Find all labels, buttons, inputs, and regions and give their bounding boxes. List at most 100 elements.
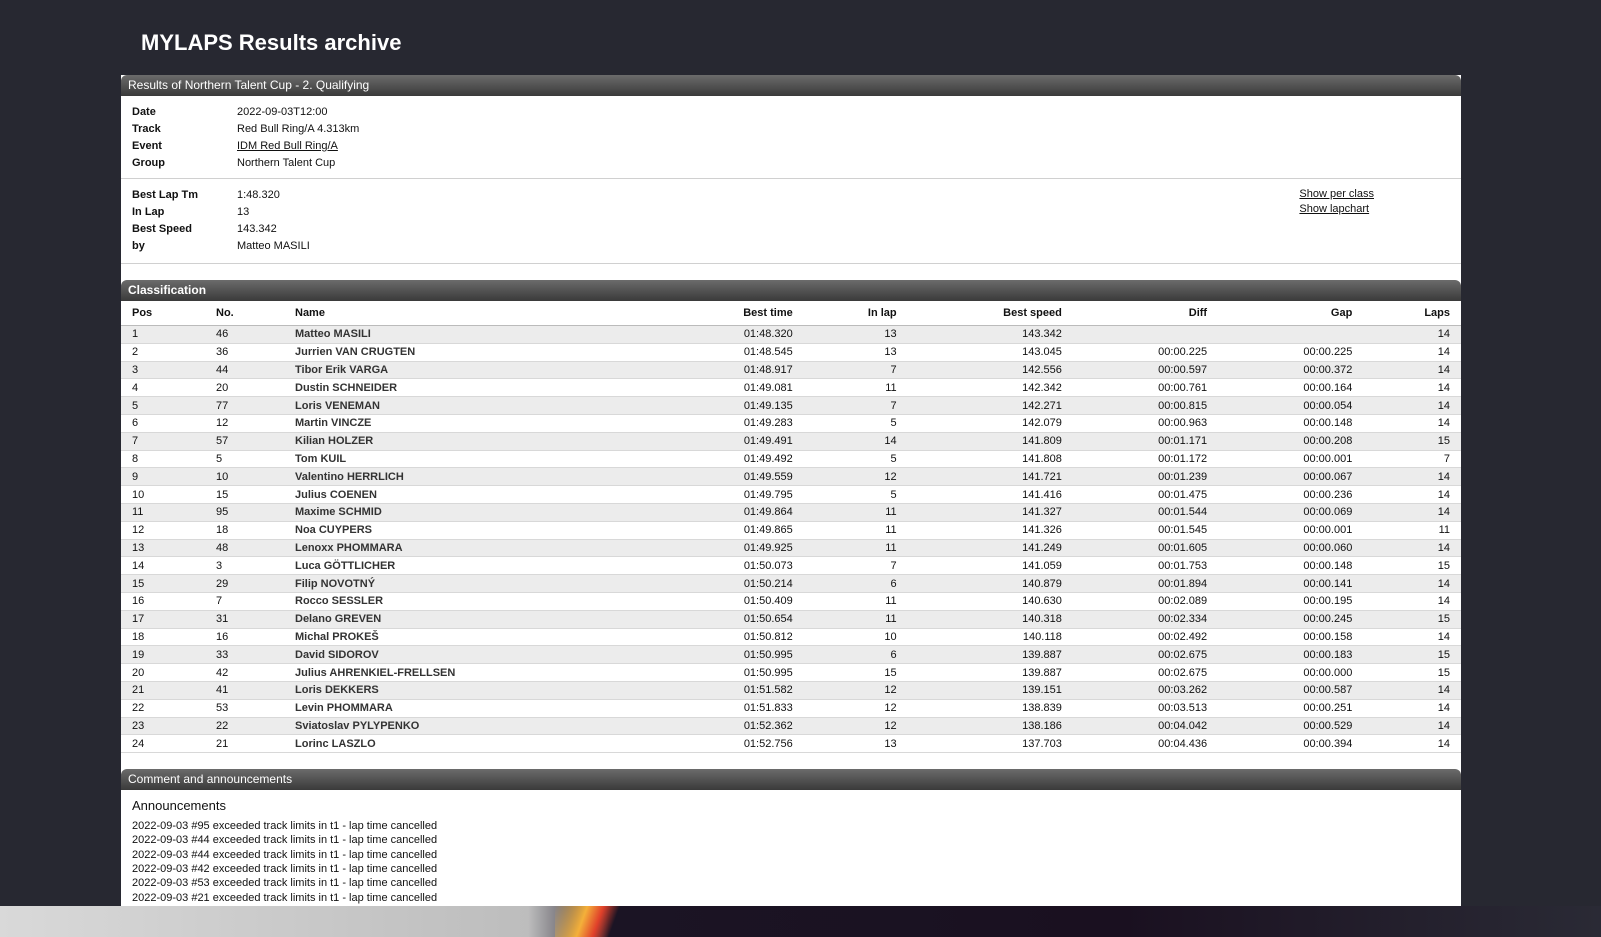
table-row: 17 31 Delano GREVEN 01:50.654 11 140.318 00:02…	[121, 610, 1461, 629]
table-cell: David SIDOROV	[284, 645, 658, 665]
table-cell: 10	[803, 628, 908, 647]
table-body: 1 46 Matteo MASILI 01:48.320 13 143.342 14 2 36 J…	[121, 325, 1461, 754]
announcement-item: 2022-09-03 #44 exceeded track limits in …	[132, 848, 438, 861]
table-cell: 16	[121, 592, 205, 611]
table-cell: 15	[1363, 556, 1461, 576]
table-cell: 01:49.795	[657, 485, 804, 504]
table-cell: 2	[121, 343, 205, 362]
table-cell: 00:01.545	[1072, 521, 1219, 540]
table-row: 10 15 Julius COENEN 01:49.795 5 141.416 00:01.…	[121, 485, 1461, 504]
table-cell: 13	[803, 734, 908, 754]
table-cell: 138.186	[907, 717, 1073, 736]
table-cell: 140.630	[907, 592, 1073, 611]
table-cell: 46	[205, 325, 284, 344]
table-cell: 01:49.081	[657, 378, 804, 398]
table-cell: 29	[205, 574, 284, 593]
show-lapchart-link[interactable]: Show lapchart	[1299, 203, 1370, 215]
table-cell: 00:00.587	[1218, 681, 1364, 700]
table-cell: 13	[803, 325, 908, 344]
table-cell: 7	[1363, 450, 1461, 469]
table-cell: 01:51.833	[657, 699, 804, 718]
table-cell: 140.118	[907, 628, 1073, 647]
table-cell: 15	[121, 574, 205, 593]
table-cell: 140.318	[907, 610, 1073, 629]
table-row: 23 22 Sviatoslav PYLYPENKO 01:52.362 12 138.1…	[121, 717, 1461, 736]
table-cell: 00:00.183	[1218, 645, 1364, 665]
table-cell: 8	[121, 450, 205, 469]
table-cell: 15	[1363, 645, 1461, 665]
table-cell: 00:01.753	[1072, 556, 1219, 576]
table-cell: 143.342	[907, 325, 1073, 344]
table-cell: 00:00.054	[1218, 396, 1364, 415]
table-cell: Loris VENEMAN	[284, 396, 658, 415]
table-cell: 141.721	[907, 467, 1073, 487]
column-header: Pos	[121, 301, 205, 326]
results-header: Results of Northern Talent Cup - 2. Qual…	[121, 75, 1461, 96]
best-lap-value: 1:48.320	[237, 189, 280, 201]
table-cell: 5	[803, 485, 908, 504]
wallpaper-flare	[555, 906, 625, 937]
table-cell: 00:02.675	[1072, 663, 1219, 682]
event-info-value: IDM Red Bull Ring/A	[237, 138, 338, 155]
table-cell: 44	[205, 361, 284, 380]
table-cell: 13	[803, 343, 908, 362]
table-cell: 14	[1363, 414, 1461, 433]
table-cell: 7	[205, 592, 284, 611]
best-lap-info: Show per class Show lapchart Best Lap Tm…	[121, 179, 1461, 264]
table-row: 6 12 Martin VINCZE 01:49.283 5 142.079 00:00.9…	[121, 414, 1461, 433]
table-cell: 5	[121, 396, 205, 415]
table-cell: 00:00.815	[1072, 396, 1219, 415]
table-cell: 14	[1363, 325, 1461, 344]
table-cell: 6	[121, 414, 205, 433]
table-row: 24 21 Lorinc LASZLO 01:52.756 13 137.703 00:04…	[121, 734, 1461, 754]
table-cell: 16	[205, 628, 284, 647]
table-row: 22 53 Levin PHOMMARA 01:51.833 12 138.839 00:0…	[121, 699, 1461, 718]
table-row: 15 29 Filip NOVOTNÝ 01:50.214 6 140.879 00:01.…	[121, 574, 1461, 593]
column-header: Name	[284, 301, 658, 326]
table-row: 18 16 Michal PROKEŠ 01:50.812 10 140.118 00:02…	[121, 628, 1461, 647]
table-cell: Julius AHRENKIEL-FRELLSEN	[284, 663, 658, 682]
dock-strip	[0, 906, 1601, 937]
table-cell: 00:00.069	[1218, 503, 1364, 522]
column-header: Best time	[657, 301, 804, 326]
table-row: 5 77 Loris VENEMAN 01:49.135 7 142.271 00:00.8…	[121, 396, 1461, 415]
table-row: 14 3 Luca GÖTTLICHER 01:50.073 7 141.059 00:01…	[121, 556, 1461, 576]
table-cell: 141.059	[907, 556, 1073, 576]
best-lap-key: In Lap	[132, 206, 165, 218]
event-info-value: Red Bull Ring/A 4.313km	[237, 123, 360, 135]
table-row: 20 42 Julius AHRENKIEL-FRELLSEN 01:50.995 15…	[121, 663, 1461, 682]
table-cell: 00:00.225	[1072, 343, 1219, 362]
table-cell: 142.079	[907, 414, 1073, 433]
table-cell: 42	[205, 663, 284, 682]
column-header: No.	[205, 301, 284, 326]
table-cell: 142.556	[907, 361, 1073, 380]
table-cell: 36	[205, 343, 284, 362]
table-cell: 138.839	[907, 699, 1073, 718]
table-cell: 6	[803, 574, 908, 593]
table-row: 3 44 Tibor Erik VARGA 01:48.917 7 142.556 00:0…	[121, 361, 1461, 380]
event-info-key: Group	[132, 157, 165, 169]
table-cell: 12	[205, 414, 284, 433]
column-header: Laps	[1363, 301, 1461, 326]
table-cell: 3	[205, 556, 284, 576]
table-cell: 14	[1363, 717, 1461, 736]
table-cell: 00:00.225	[1218, 343, 1364, 362]
table-cell: Delano GREVEN	[284, 610, 658, 629]
table-cell: 14	[1363, 467, 1461, 487]
show-per-class-link[interactable]: Show per class	[1299, 188, 1374, 200]
spacer	[121, 753, 1461, 770]
table-cell: 00:00.158	[1218, 628, 1364, 647]
table-cell: 11	[803, 503, 908, 522]
table-cell: 00:03.513	[1072, 699, 1219, 718]
table-cell: 01:48.320	[657, 325, 804, 344]
table-cell: 15	[205, 485, 284, 504]
table-cell: 22	[121, 699, 205, 718]
event-link[interactable]: IDM Red Bull Ring/A	[237, 140, 338, 152]
table-cell: 00:00.963	[1072, 414, 1219, 433]
table-cell: 00:00.251	[1218, 699, 1364, 718]
table-cell: Noa CUYPERS	[284, 521, 658, 540]
event-info-key: Date	[132, 106, 156, 118]
table-cell: 139.887	[907, 663, 1073, 682]
event-info-row: Track Red Bull Ring/A 4.313km	[132, 121, 1450, 138]
table-cell: 01:50.812	[657, 628, 804, 647]
